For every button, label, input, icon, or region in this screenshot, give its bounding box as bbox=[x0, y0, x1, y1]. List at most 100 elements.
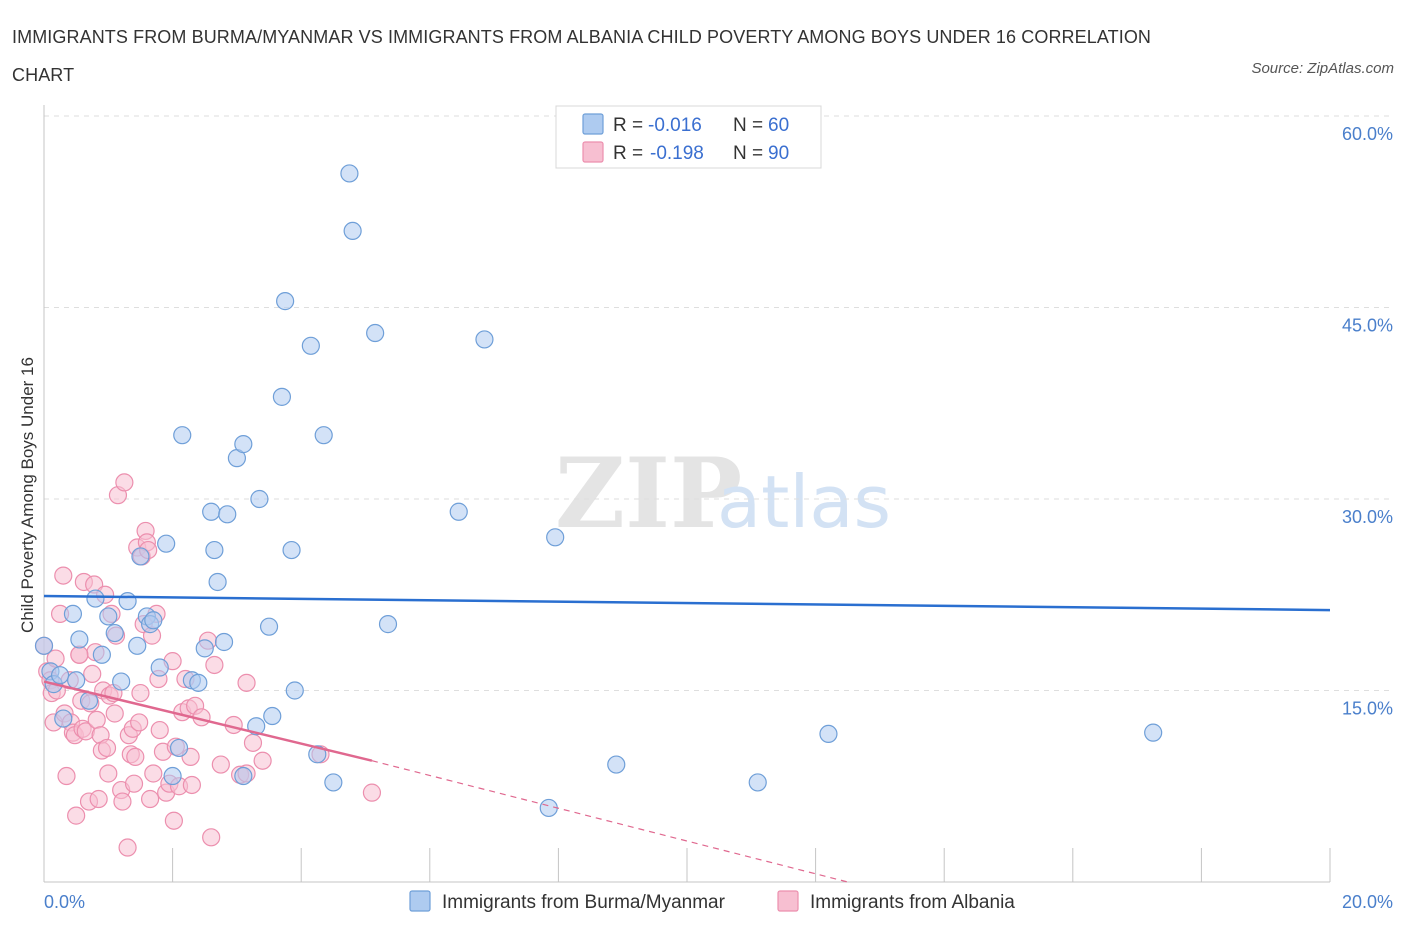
legend-r-value-burma: -0.016 bbox=[648, 115, 702, 136]
albania-point bbox=[150, 720, 169, 740]
burma-point bbox=[475, 330, 494, 349]
legend-swatch-burma bbox=[582, 113, 604, 135]
burma-point bbox=[308, 745, 327, 764]
watermark: ZIP atlas bbox=[555, 437, 891, 550]
albania-point bbox=[113, 792, 132, 811]
burma-point bbox=[546, 528, 565, 547]
albania-point bbox=[130, 713, 149, 732]
y-tick-label: 30.0% bbox=[1342, 507, 1393, 527]
burma-point bbox=[128, 636, 147, 655]
albania-point bbox=[253, 751, 272, 770]
burma-point bbox=[86, 589, 105, 608]
burma-point bbox=[340, 164, 359, 183]
burma-point bbox=[34, 636, 54, 655]
burma-point bbox=[748, 773, 767, 792]
y-tick-labels: 15.0% 30.0% 45.0% 60.0% bbox=[1342, 124, 1393, 719]
burma-point bbox=[50, 666, 70, 685]
burma-point bbox=[449, 502, 468, 521]
bottom-legend-swatch-burma bbox=[409, 890, 431, 912]
watermark-atlas: atlas bbox=[717, 460, 891, 544]
burma-point bbox=[150, 658, 169, 677]
burma-point bbox=[314, 426, 333, 445]
albania-point bbox=[97, 738, 117, 758]
burma-point bbox=[195, 639, 214, 658]
burma-point bbox=[272, 387, 292, 406]
burma-point bbox=[189, 673, 208, 692]
legend-swatch-albania bbox=[582, 141, 604, 163]
burma-point bbox=[163, 766, 182, 786]
burma-point bbox=[259, 617, 279, 636]
y-tick-label: 15.0% bbox=[1342, 699, 1393, 719]
burma-point bbox=[54, 709, 73, 728]
legend-n-label-albania: N = bbox=[733, 143, 763, 164]
burma-point bbox=[378, 615, 398, 634]
bottom-legend-swatch-albania bbox=[777, 890, 799, 912]
burma-point bbox=[250, 489, 269, 509]
burma-point bbox=[218, 505, 237, 524]
burma-point bbox=[112, 672, 131, 691]
x-ticks bbox=[172, 848, 1331, 882]
albania-point bbox=[237, 673, 256, 692]
albania-point bbox=[105, 704, 124, 723]
albania-point bbox=[211, 755, 230, 774]
burma-point bbox=[169, 738, 189, 758]
burma-point bbox=[282, 540, 301, 560]
burma-point bbox=[92, 645, 111, 664]
burma-points bbox=[34, 164, 1163, 818]
legend-r-label-albania: R = bbox=[613, 143, 643, 164]
albania-trend-extension bbox=[371, 760, 848, 883]
bottom-legend-label-albania: Immigrants from Albania bbox=[810, 892, 1015, 913]
source-label: Source: ZipAtlas.com bbox=[1251, 60, 1394, 77]
watermark-zip: ZIP bbox=[555, 437, 742, 550]
burma-point bbox=[144, 611, 163, 630]
burma-point bbox=[234, 766, 253, 786]
burma-point bbox=[173, 426, 192, 445]
albania-point bbox=[164, 811, 183, 830]
bottom-legend-label-burma: Immigrants from Burma/Myanmar bbox=[442, 892, 726, 913]
burma-point bbox=[208, 572, 227, 592]
albania-point bbox=[99, 764, 118, 783]
albania-point bbox=[70, 645, 89, 664]
albania-point bbox=[87, 710, 106, 729]
legend: R = -0.016 N = 60 R = -0.198 N = 90 bbox=[555, 105, 822, 169]
albania-points bbox=[34, 473, 382, 857]
trend-lines bbox=[43, 594, 1331, 883]
burma-point bbox=[70, 630, 89, 649]
albania-point bbox=[144, 764, 163, 783]
bottom-legend: Immigrants from Burma/Myanmar Immigrants… bbox=[409, 890, 1015, 913]
albania-point bbox=[202, 828, 221, 847]
albania-point bbox=[124, 774, 144, 793]
burma-point bbox=[819, 724, 838, 744]
burma-point bbox=[131, 547, 150, 566]
burma-point bbox=[63, 604, 83, 624]
legend-r-label-burma: R = bbox=[613, 115, 643, 136]
albania-point bbox=[83, 664, 102, 684]
burma-point bbox=[99, 607, 118, 626]
burma-point bbox=[285, 681, 304, 700]
albania-trend-line bbox=[43, 680, 373, 762]
albania-point bbox=[182, 775, 201, 795]
burma-point bbox=[343, 221, 362, 240]
burma-point bbox=[1144, 723, 1163, 742]
burma-point bbox=[157, 534, 176, 553]
albania-point bbox=[67, 806, 86, 825]
burma-point bbox=[276, 292, 295, 311]
chart-title: IMMIGRANTS FROM BURMA/MYANMAR VS IMMIGRA… bbox=[12, 27, 1152, 85]
albania-point bbox=[131, 683, 150, 703]
albania-point bbox=[115, 473, 134, 492]
burma-point bbox=[234, 435, 253, 454]
albania-point bbox=[205, 655, 224, 675]
burma-point bbox=[105, 623, 124, 643]
burma-point bbox=[607, 755, 626, 774]
burma-point bbox=[539, 798, 558, 818]
burma-point bbox=[263, 706, 282, 726]
legend-n-value-albania: 90 bbox=[768, 143, 789, 164]
legend-r-value-albania: -0.198 bbox=[650, 143, 704, 164]
albania-point bbox=[89, 789, 108, 809]
legend-n-value-burma: 60 bbox=[768, 115, 789, 136]
albania-point bbox=[118, 838, 137, 857]
y-tick-label: 45.0% bbox=[1342, 316, 1393, 336]
y-tick-label: 60.0% bbox=[1342, 124, 1393, 144]
burma-point bbox=[301, 336, 320, 355]
